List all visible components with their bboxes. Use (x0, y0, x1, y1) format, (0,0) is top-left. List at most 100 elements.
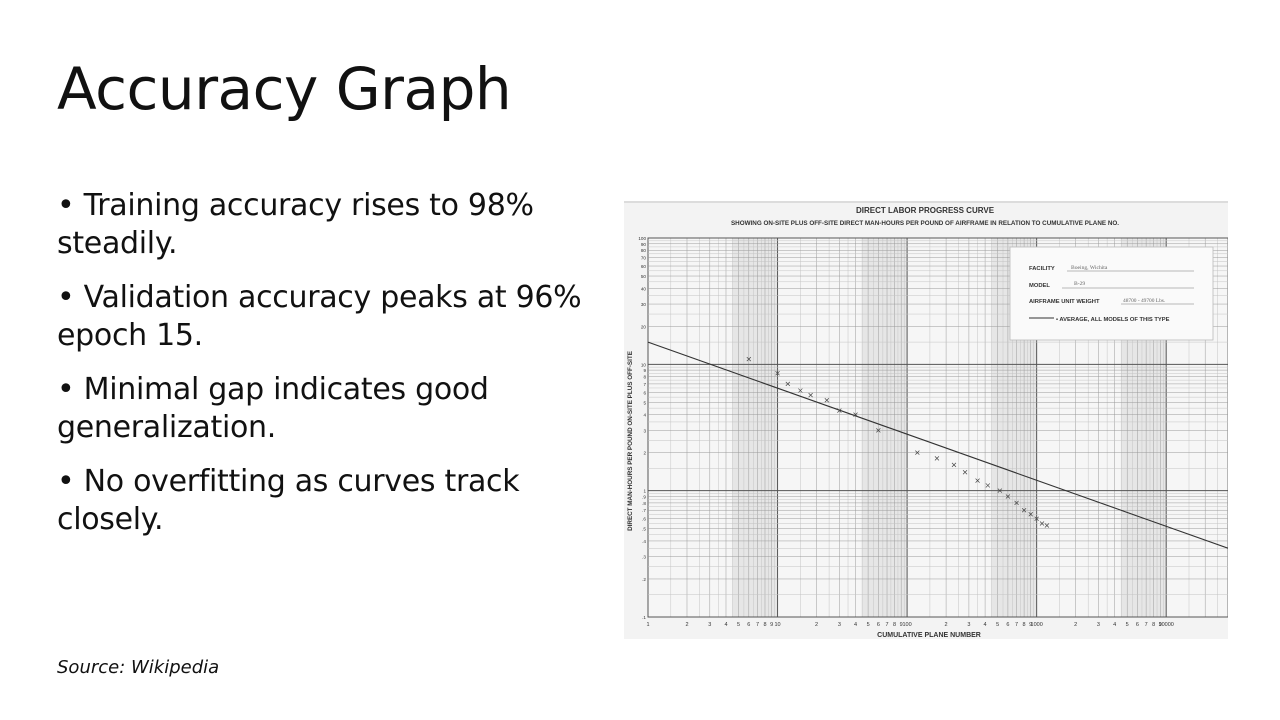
x-tick-label: 5 (996, 622, 999, 628)
y-tick-label: 4 (643, 413, 646, 418)
y-tick-label: 100 (638, 236, 646, 241)
data-point-x-mark (962, 469, 968, 475)
y-tick-label: .6 (642, 517, 646, 522)
y-tick-label: 10 (641, 362, 647, 367)
x-tick-label: 2 (1074, 622, 1077, 628)
bullet-item: • No overfitting as curves track closely… (57, 464, 520, 537)
y-tick-label: 6 (643, 390, 646, 395)
chart-title: DIRECT LABOR PROGRESS CURVE (856, 206, 995, 215)
y-tick-label: .7 (642, 508, 646, 513)
y-tick-label: .3 (642, 555, 646, 560)
x-tick-label: 3 (1097, 622, 1100, 628)
chart-subtitle: SHOWING ON-SITE PLUS OFF-SITE DIRECT MAN… (731, 220, 1119, 227)
data-point-x-mark (985, 483, 991, 488)
legend-model-label: MODEL (1029, 283, 1050, 289)
data-point-x-mark (837, 408, 842, 413)
chart-legend: FACILITY Boeing, Wichita MODEL B-29 AIRF… (1009, 246, 1214, 341)
data-point-x-mark (1014, 500, 1019, 506)
y-tick-label: 9 (643, 368, 646, 373)
source-caption: Source: Wikipedia (57, 657, 220, 678)
legend-weight-value: 48700 - 49700 Lbs. (1123, 298, 1165, 304)
data-point-x-mark (1039, 521, 1045, 526)
data-point-x-mark (824, 397, 830, 403)
data-point-x-mark (746, 356, 752, 362)
x-tick-label: 7 (1015, 622, 1018, 628)
x-tick-label: 9 (900, 622, 903, 628)
y-tick-label: .5 (642, 527, 646, 532)
x-tick-label: 4 (984, 622, 987, 628)
y-tick-label: 70 (641, 256, 647, 261)
x-tick-label: 2 (815, 622, 818, 628)
data-point-x-mark (1044, 523, 1050, 528)
y-tick-label: 40 (641, 286, 647, 291)
x-tick-label: 2 (945, 622, 948, 628)
x-tick-label: 6 (1136, 622, 1139, 628)
y-tick-label: .4 (642, 539, 646, 544)
x-tick-label: 1000 (1031, 622, 1043, 628)
y-tick-label: 60 (641, 264, 647, 269)
chart-figure: DIRECT LABOR PROGRESS CURVE SHOWING ON-S… (624, 201, 1228, 639)
data-point-x-mark (785, 381, 791, 387)
data-point-x-mark (876, 428, 881, 433)
grid-band (861, 238, 908, 617)
legend-weight-label: AIRFRAME UNIT WEIGHT (1029, 299, 1100, 305)
x-tick-label: 100 (903, 622, 912, 628)
x-tick-label: 10000 (1159, 622, 1174, 628)
y-tick-label: 50 (641, 274, 647, 279)
data-point-x-mark (915, 450, 920, 455)
data-point-x-mark (775, 371, 780, 376)
x-tick-label: 3 (967, 622, 970, 628)
average-trend-line (647, 341, 1228, 549)
y-tick-label: 2 (643, 451, 646, 456)
legend-line-label: • AVERAGE, ALL MODELS OF THIS TYPE (1056, 317, 1170, 323)
chart-marks (647, 341, 1228, 549)
data-point-x-mark (1005, 494, 1011, 499)
x-tick-label: 2 (685, 622, 688, 628)
bullet-item: • Training accuracy rises to 98% steadil… (57, 188, 534, 261)
x-tick-label: 8 (893, 622, 896, 628)
y-tick-label: 3 (643, 428, 646, 433)
slide-title: Accuracy Graph (57, 55, 512, 123)
x-tick-label: 8 (1023, 622, 1026, 628)
y-tick-label: .8 (642, 501, 646, 506)
x-tick-label: 7 (756, 622, 759, 628)
data-point-x-mark (1021, 507, 1027, 513)
x-tick-label: 6 (877, 622, 880, 628)
x-tick-label: 5 (737, 622, 740, 628)
x-tick-label: 4 (1113, 622, 1116, 628)
x-tick-label: 7 (885, 622, 888, 628)
bullet-item: • Validation accuracy peaks at 96% epoch… (57, 280, 582, 353)
data-point-x-mark (951, 462, 957, 468)
bullet-item: • Minimal gap indicates good generalizat… (57, 372, 489, 445)
x-tick-label: 9 (770, 622, 773, 628)
y-tick-label: 7 (643, 382, 646, 387)
x-tick-label: 5 (1126, 622, 1129, 628)
data-point-x-mark (975, 478, 980, 483)
data-point-x-mark (997, 488, 1003, 493)
y-axis-label: DIRECT MAN-HOURS PER POUND ON-SITE PLUS … (627, 351, 634, 531)
x-tick-label: 3 (838, 622, 841, 628)
learning-curve-chart: DIRECT LABOR PROGRESS CURVE SHOWING ON-S… (624, 201, 1228, 639)
y-tick-label: 90 (641, 242, 647, 247)
data-point-x-mark (808, 392, 813, 398)
y-tick-label: 80 (641, 248, 647, 253)
x-tick-label: 6 (747, 622, 750, 628)
x-tick-label: 5 (867, 622, 870, 628)
x-tick-label: 6 (1006, 622, 1009, 628)
data-point-x-mark (934, 456, 940, 461)
data-point-x-mark (853, 412, 858, 417)
x-tick-label: 4 (724, 622, 727, 628)
x-tick-label: 4 (854, 622, 857, 628)
data-point-x-mark (798, 388, 803, 393)
y-tick-label: .9 (642, 494, 646, 499)
data-point-x-mark (1028, 512, 1033, 517)
y-tick-label: 30 (641, 302, 647, 307)
legend-facility-label: FACILITY (1029, 266, 1055, 272)
y-tick-label: 1 (643, 489, 646, 494)
x-tick-label: 7 (1145, 622, 1148, 628)
x-tick-label: 9 (1159, 622, 1162, 628)
y-tick-label: .1 (642, 615, 646, 620)
y-tick-label: 20 (641, 324, 647, 329)
legend-facility-value: Boeing, Wichita (1071, 265, 1108, 271)
